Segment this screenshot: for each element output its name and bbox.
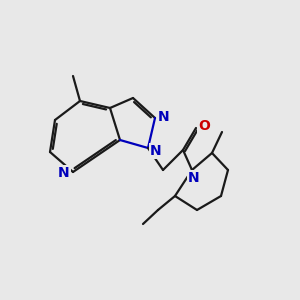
- Text: N: N: [150, 144, 162, 158]
- Text: O: O: [198, 119, 210, 133]
- Text: N: N: [58, 166, 70, 180]
- Text: N: N: [158, 110, 170, 124]
- Text: N: N: [188, 171, 200, 185]
